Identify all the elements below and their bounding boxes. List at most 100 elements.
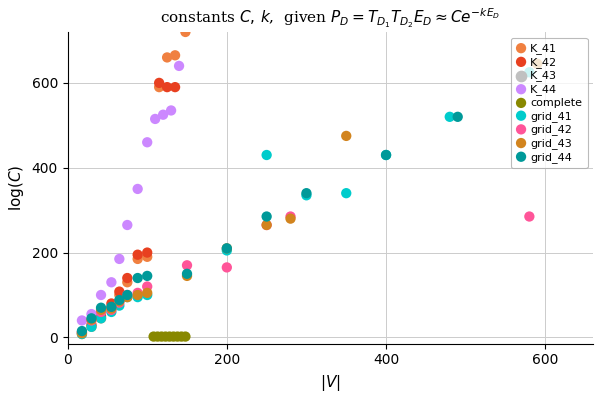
grid_43	[133, 292, 142, 298]
K_44	[96, 292, 106, 298]
grid_44	[453, 114, 463, 120]
K_44	[77, 317, 87, 324]
K_41	[107, 304, 116, 311]
grid_44	[107, 304, 116, 310]
grid_41	[222, 247, 232, 254]
grid_42	[182, 262, 192, 268]
grid_41	[122, 294, 132, 300]
grid_44	[142, 273, 152, 279]
grid_42	[222, 264, 232, 271]
K_41	[170, 52, 180, 58]
grid_41	[142, 292, 152, 298]
grid_42	[77, 329, 87, 336]
grid_42	[96, 309, 106, 315]
K_44	[151, 116, 160, 122]
K_42	[133, 252, 142, 258]
grid_43	[182, 273, 192, 279]
grid_41	[96, 315, 106, 322]
K_44	[122, 222, 132, 228]
grid_44	[381, 152, 391, 158]
complete	[173, 333, 182, 340]
grid_43	[77, 330, 87, 336]
K_41	[86, 324, 96, 330]
grid_41	[262, 152, 271, 158]
K_44	[166, 107, 176, 114]
grid_41	[302, 192, 311, 198]
grid_43	[107, 305, 116, 312]
grid_44	[182, 270, 192, 277]
grid_41	[341, 190, 351, 196]
K_42	[107, 300, 116, 307]
complete	[161, 333, 170, 340]
complete	[153, 333, 163, 340]
grid_42	[122, 292, 132, 298]
grid_42	[115, 300, 124, 306]
grid_42	[86, 317, 96, 324]
K_42	[122, 275, 132, 281]
grid_43	[286, 216, 295, 222]
K_42	[96, 313, 106, 320]
K_44	[107, 279, 116, 286]
K_41	[96, 315, 106, 322]
grid_43	[96, 307, 106, 313]
grid_42	[286, 213, 295, 220]
grid_43	[142, 290, 152, 296]
grid_41	[445, 114, 455, 120]
grid_41	[107, 309, 116, 315]
K_42	[142, 249, 152, 256]
grid_41	[381, 152, 391, 158]
K_44	[158, 112, 168, 118]
K_42	[115, 288, 124, 295]
grid_41	[133, 294, 142, 300]
K_41	[163, 54, 172, 61]
complete	[157, 333, 166, 340]
grid_44	[86, 315, 96, 322]
K_44	[133, 186, 142, 192]
K_42	[86, 322, 96, 328]
grid_42	[142, 283, 152, 290]
grid_42	[524, 213, 534, 220]
K_42	[77, 329, 87, 336]
grid_44	[262, 213, 271, 220]
K_41	[133, 256, 142, 262]
grid_43	[262, 222, 271, 228]
K_44	[174, 63, 184, 69]
K_44	[86, 311, 96, 317]
grid_41	[524, 69, 534, 76]
grid_44	[122, 292, 132, 298]
grid_43	[122, 294, 132, 300]
grid_42	[107, 307, 116, 313]
X-axis label: $|V|$: $|V|$	[320, 373, 341, 393]
grid_43	[533, 60, 542, 67]
Title: constants $C,\,k$,  given $P_D = T_{D_1}T_{D_2}E_D \approx Ce^{-kE_D}$: constants $C,\,k$, given $P_D = T_{D_1}T…	[160, 7, 500, 30]
K_42	[170, 84, 180, 90]
grid_43	[86, 316, 96, 323]
grid_44	[302, 190, 311, 196]
K_42	[163, 84, 172, 90]
K_44	[115, 256, 124, 262]
complete	[181, 333, 190, 340]
grid_43	[115, 298, 124, 304]
complete	[165, 333, 175, 340]
grid_42	[262, 222, 271, 228]
Legend: K_41, K_42, K_43, K_44, complete, grid_41, grid_42, grid_43, grid_44: K_41, K_42, K_43, K_44, complete, grid_4…	[511, 38, 587, 168]
Y-axis label: $\log(C)$: $\log(C)$	[7, 165, 26, 211]
K_41	[154, 84, 164, 90]
complete	[169, 333, 178, 340]
complete	[176, 333, 186, 340]
K_41	[122, 279, 132, 286]
grid_44	[222, 245, 232, 252]
grid_43	[222, 245, 232, 252]
K_44	[142, 139, 152, 146]
grid_41	[115, 302, 124, 309]
grid_44	[96, 304, 106, 311]
grid_44	[115, 297, 124, 303]
grid_42	[133, 290, 142, 296]
K_41	[181, 29, 190, 35]
K_42	[154, 80, 164, 86]
K_41	[142, 254, 152, 260]
K_41	[115, 292, 124, 298]
grid_44	[77, 328, 87, 334]
grid_41	[77, 331, 87, 337]
complete	[149, 333, 158, 340]
